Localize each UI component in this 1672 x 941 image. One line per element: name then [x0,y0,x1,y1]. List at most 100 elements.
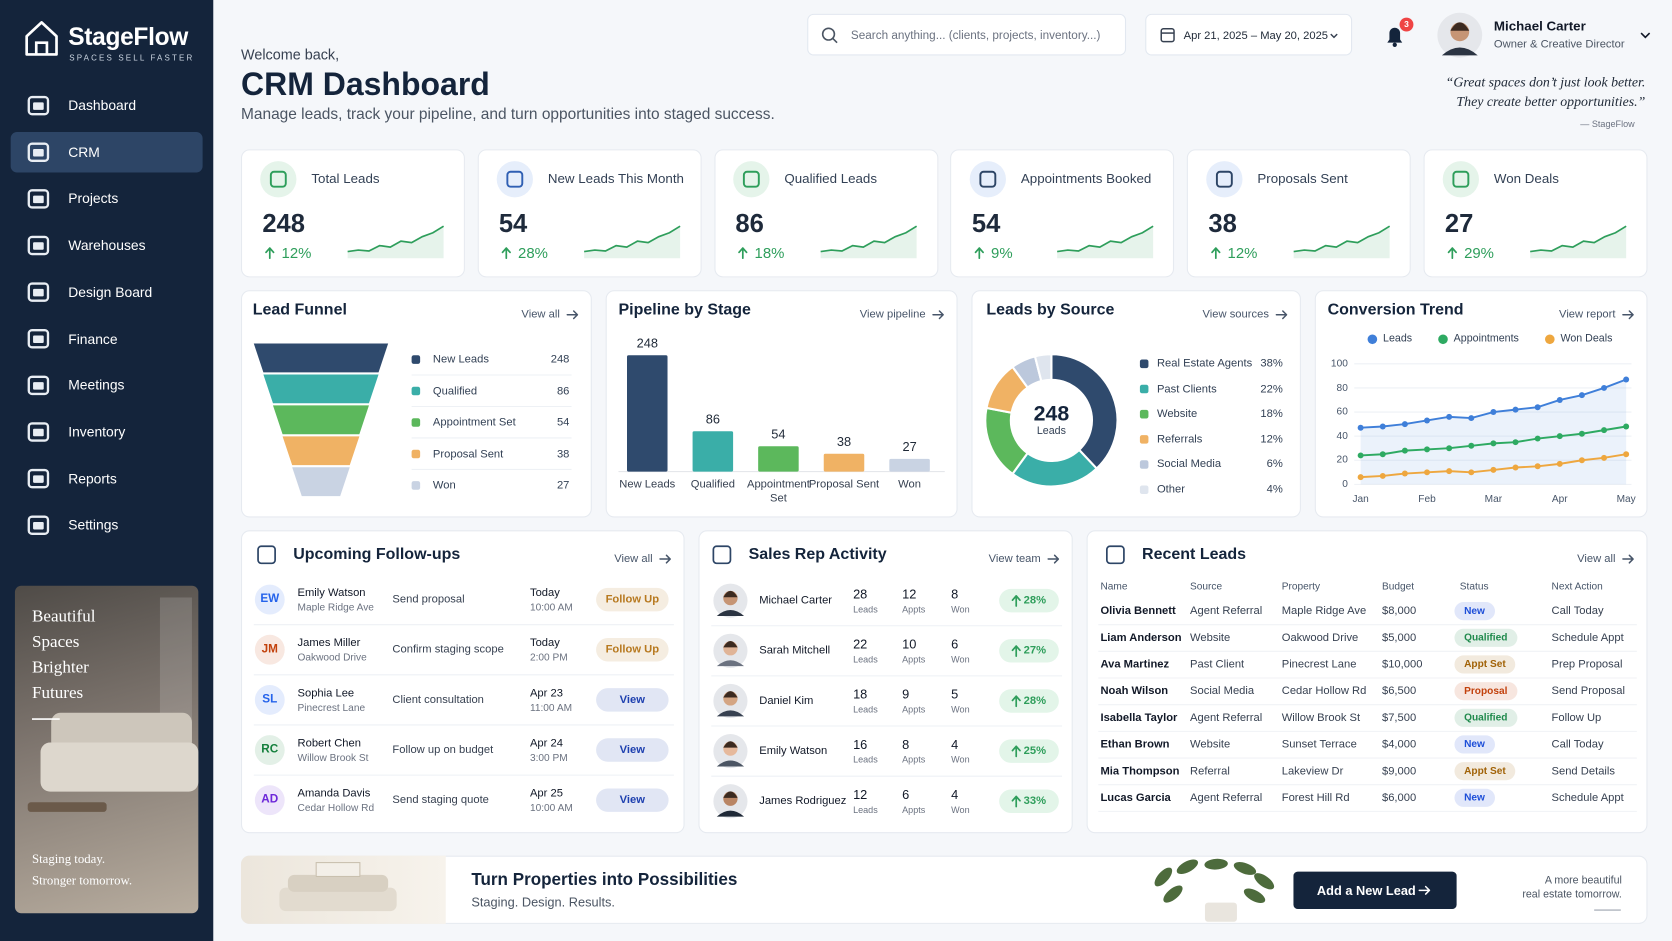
rep-change: 28% [1023,593,1047,607]
action-button[interactable] [596,587,669,612]
kpi-title: Proposals Sent [1257,171,1348,187]
nav-active [10,131,203,173]
section-link[interactable]: View pipeline [859,308,926,321]
banner-subtitle: Staging. Design. Results. [471,894,616,910]
action-button[interactable] [596,638,669,662]
column-header: Status [1459,580,1489,593]
promo-sofa [40,742,199,792]
contact-name: James Miller [297,636,361,650]
status-pill: Appt Set [1454,655,1516,674]
nav-icon-fill [33,242,44,250]
action-label[interactable]: View [619,793,645,807]
legend-value: 27 [556,478,570,492]
user-name[interactable]: Michael Carter [1493,18,1586,34]
donut-center-label: Leads [1036,425,1066,438]
nav-icon-fill [33,382,44,390]
table-cell: Cedar Hollow Rd [1281,684,1367,698]
nav-icon [27,468,50,489]
table-cell: Pinecrest Lane [1281,657,1357,671]
panel [1086,530,1648,834]
action-button[interactable] [596,738,669,762]
kpi-change: 12% [1227,243,1258,261]
action-label[interactable]: View [619,693,645,706]
legend-swatch [1139,409,1149,419]
nav-item[interactable]: Dashboard [68,97,137,114]
action-button[interactable] [596,788,669,812]
rep-name: Emily Watson [759,744,828,758]
cta-label[interactable]: Add a New Lead [1316,882,1416,898]
section-link[interactable]: View all [1577,552,1616,566]
line-point [1623,376,1630,383]
line-point [1379,451,1386,458]
legend-label: Qualified [432,384,478,398]
lead-name: Liam Anderson [1100,631,1182,645]
section-link[interactable]: View report [1559,308,1616,321]
column-header: Budget [1381,580,1415,593]
arrow-icon [1047,554,1060,564]
line-point [1601,427,1608,434]
nav-item[interactable]: Projects [68,190,119,207]
banner-sofa-back [287,874,389,892]
quote-line: “Great spaces don’t just look better. [1445,73,1646,90]
sparkline [1057,225,1154,253]
section-link[interactable]: View all [614,552,653,566]
arrow-icon [566,310,579,320]
rep-unit: Leads [853,704,878,715]
contact-place: Maple Ridge Ave [297,602,374,614]
bar [758,446,799,472]
nav-item[interactable]: Inventory [68,423,126,440]
section-link[interactable]: View team [988,552,1041,566]
notification-count: 3 [1404,19,1409,30]
kpi-icon [969,161,1006,198]
nav-item[interactable]: Meetings [68,377,125,394]
rep-unit: Appts [902,653,926,665]
rep-unit: Won [951,754,970,765]
table-cell: Agent Referral [1190,791,1263,805]
legend-label: Referrals [1156,432,1203,446]
quote-source: — StageFlow [1580,118,1635,129]
nav-item[interactable]: Warehouses [68,237,146,254]
legend-value: 248 [550,352,570,366]
line-point [1556,433,1563,440]
legend-label: Appointment Set [432,415,516,429]
kpi-icon-glyph [506,170,524,188]
table-cell: Schedule Appt [1551,791,1624,805]
action-button[interactable] [596,688,669,712]
rep-leads: 28 [853,586,868,602]
lead-name: Ava Martinez [1100,657,1170,671]
funnel-segment [272,405,369,435]
nav-icon [27,142,50,162]
date-range[interactable]: Apr 21, 2025 – May 20, 2025 [1183,29,1329,43]
action-label[interactable]: Follow Up [605,643,660,656]
action-label[interactable]: Follow Up [605,592,660,606]
rep-unit: Appts [902,603,926,615]
date-box[interactable] [1145,13,1353,56]
legend-value: 38% [1260,357,1283,370]
search-box[interactable] [807,13,1127,56]
nav-item[interactable]: Settings [68,516,119,533]
table-cell: Website [1190,737,1231,751]
nav-item[interactable]: Finance [68,330,118,347]
donut-slice [1033,353,1053,383]
contact-name: Sophia Lee [297,686,355,700]
section-title: Pipeline by Stage [618,300,751,320]
section-link[interactable]: View sources [1202,308,1269,321]
rep-leads: 22 [853,636,868,652]
notification-badge [1399,17,1414,32]
rep-appts: 6 [902,787,910,803]
due-date: Apr 25 [529,787,563,800]
avatar-initials: JM [261,642,278,656]
section-link[interactable]: View all [521,308,560,321]
kpi-icon [1206,161,1243,198]
nav-item[interactable]: Design Board [68,283,153,300]
action-label[interactable]: View [619,743,645,757]
legend-label: Social Media [1156,457,1222,471]
calendar-icon [1160,28,1175,43]
section-title: Conversion Trend [1327,300,1464,320]
nav-item[interactable]: CRM [68,143,100,160]
arrow-up-icon [1211,247,1221,260]
table-cell: Call Today [1551,604,1604,618]
nav-item[interactable]: Reports [68,470,117,487]
column-header: Next Action [1551,580,1603,593]
